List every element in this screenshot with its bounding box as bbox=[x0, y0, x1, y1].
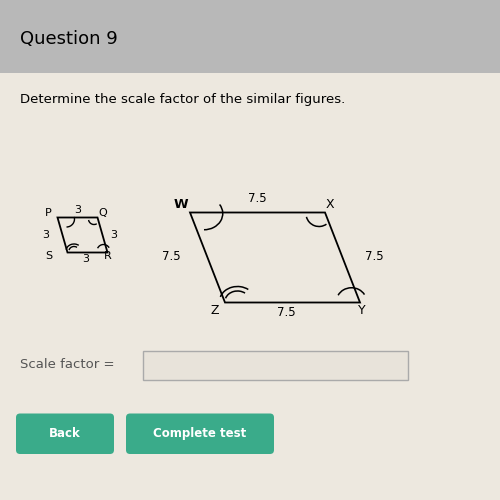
Text: 7.5: 7.5 bbox=[276, 306, 295, 320]
Text: 7.5: 7.5 bbox=[364, 250, 384, 262]
Text: S: S bbox=[46, 251, 52, 261]
Text: Back: Back bbox=[49, 427, 81, 440]
Text: 3: 3 bbox=[42, 230, 50, 240]
Text: 3: 3 bbox=[110, 230, 117, 240]
Text: X: X bbox=[326, 198, 334, 210]
Text: R: R bbox=[104, 251, 112, 261]
Text: 7.5: 7.5 bbox=[162, 250, 181, 262]
FancyBboxPatch shape bbox=[142, 351, 408, 380]
Text: P: P bbox=[45, 208, 52, 218]
Text: 3: 3 bbox=[74, 205, 81, 215]
Text: 3: 3 bbox=[82, 254, 89, 264]
Text: Q: Q bbox=[98, 208, 108, 218]
Text: Y: Y bbox=[358, 304, 366, 316]
Text: Z: Z bbox=[211, 304, 219, 316]
Text: 7.5: 7.5 bbox=[248, 192, 267, 205]
Text: Question 9: Question 9 bbox=[20, 30, 118, 48]
Text: Scale factor =: Scale factor = bbox=[20, 358, 114, 372]
FancyBboxPatch shape bbox=[126, 414, 274, 454]
Text: W: W bbox=[174, 198, 188, 210]
Bar bbox=[0, 0, 500, 72]
Text: Complete test: Complete test bbox=[154, 427, 246, 440]
Text: Determine the scale factor of the similar figures.: Determine the scale factor of the simila… bbox=[20, 94, 345, 106]
FancyBboxPatch shape bbox=[16, 414, 114, 454]
